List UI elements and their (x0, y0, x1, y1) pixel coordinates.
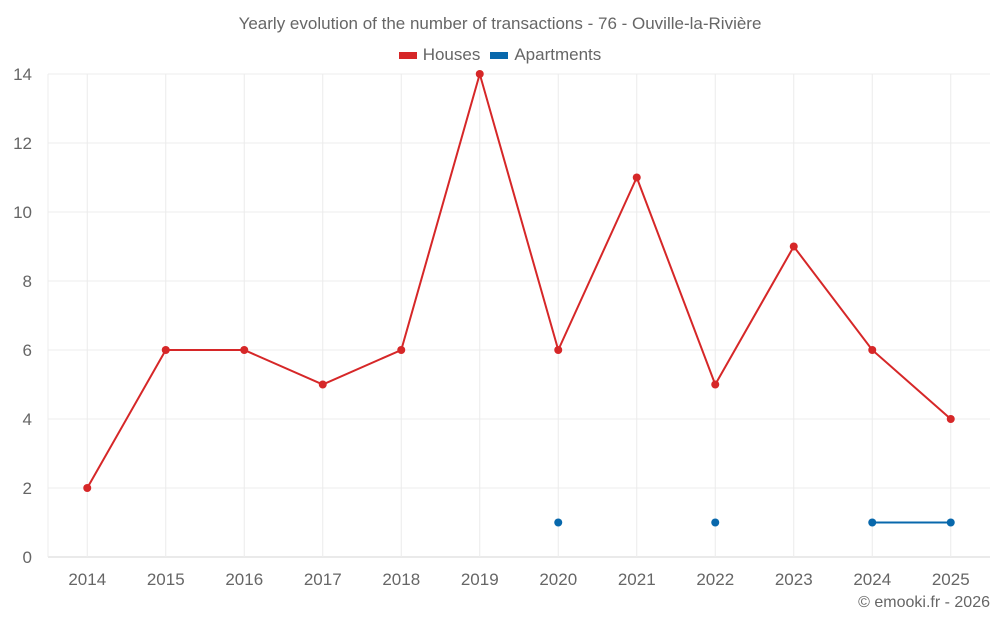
chart-title: Yearly evolution of the number of transa… (238, 14, 762, 33)
svg-text:2024: 2024 (853, 570, 891, 589)
credit: © emooki.fr - 2026 (858, 594, 990, 611)
svg-text:14: 14 (13, 65, 32, 84)
svg-text:10: 10 (13, 203, 32, 222)
svg-text:6: 6 (23, 341, 32, 360)
svg-text:2016: 2016 (225, 570, 263, 589)
houses-swatch-icon (398, 51, 417, 59)
svg-text:2: 2 (23, 479, 32, 498)
legend-item-houses[interactable]: Houses (398, 45, 481, 65)
svg-text:8: 8 (23, 272, 32, 291)
svg-text:2017: 2017 (304, 570, 342, 589)
svg-text:2025: 2025 (932, 570, 970, 589)
legend-item-apartments[interactable]: Apartments (490, 45, 601, 65)
svg-text:2022: 2022 (696, 570, 734, 589)
svg-text:0: 0 (23, 548, 32, 567)
svg-text:2023: 2023 (775, 570, 813, 589)
svg-text:2014: 2014 (68, 570, 106, 589)
apartments-swatch-icon (490, 51, 509, 59)
svg-text:4: 4 (23, 410, 32, 429)
svg-text:2021: 2021 (618, 570, 656, 589)
svg-text:2019: 2019 (461, 570, 499, 589)
legend-label: Apartments (514, 45, 602, 64)
svg-text:2015: 2015 (147, 570, 185, 589)
svg-text:2018: 2018 (382, 570, 420, 589)
legend-label: Houses (422, 45, 481, 64)
svg-text:12: 12 (13, 134, 32, 153)
svg-text:2020: 2020 (539, 570, 577, 589)
legend: Houses Apartments (0, 45, 1000, 65)
